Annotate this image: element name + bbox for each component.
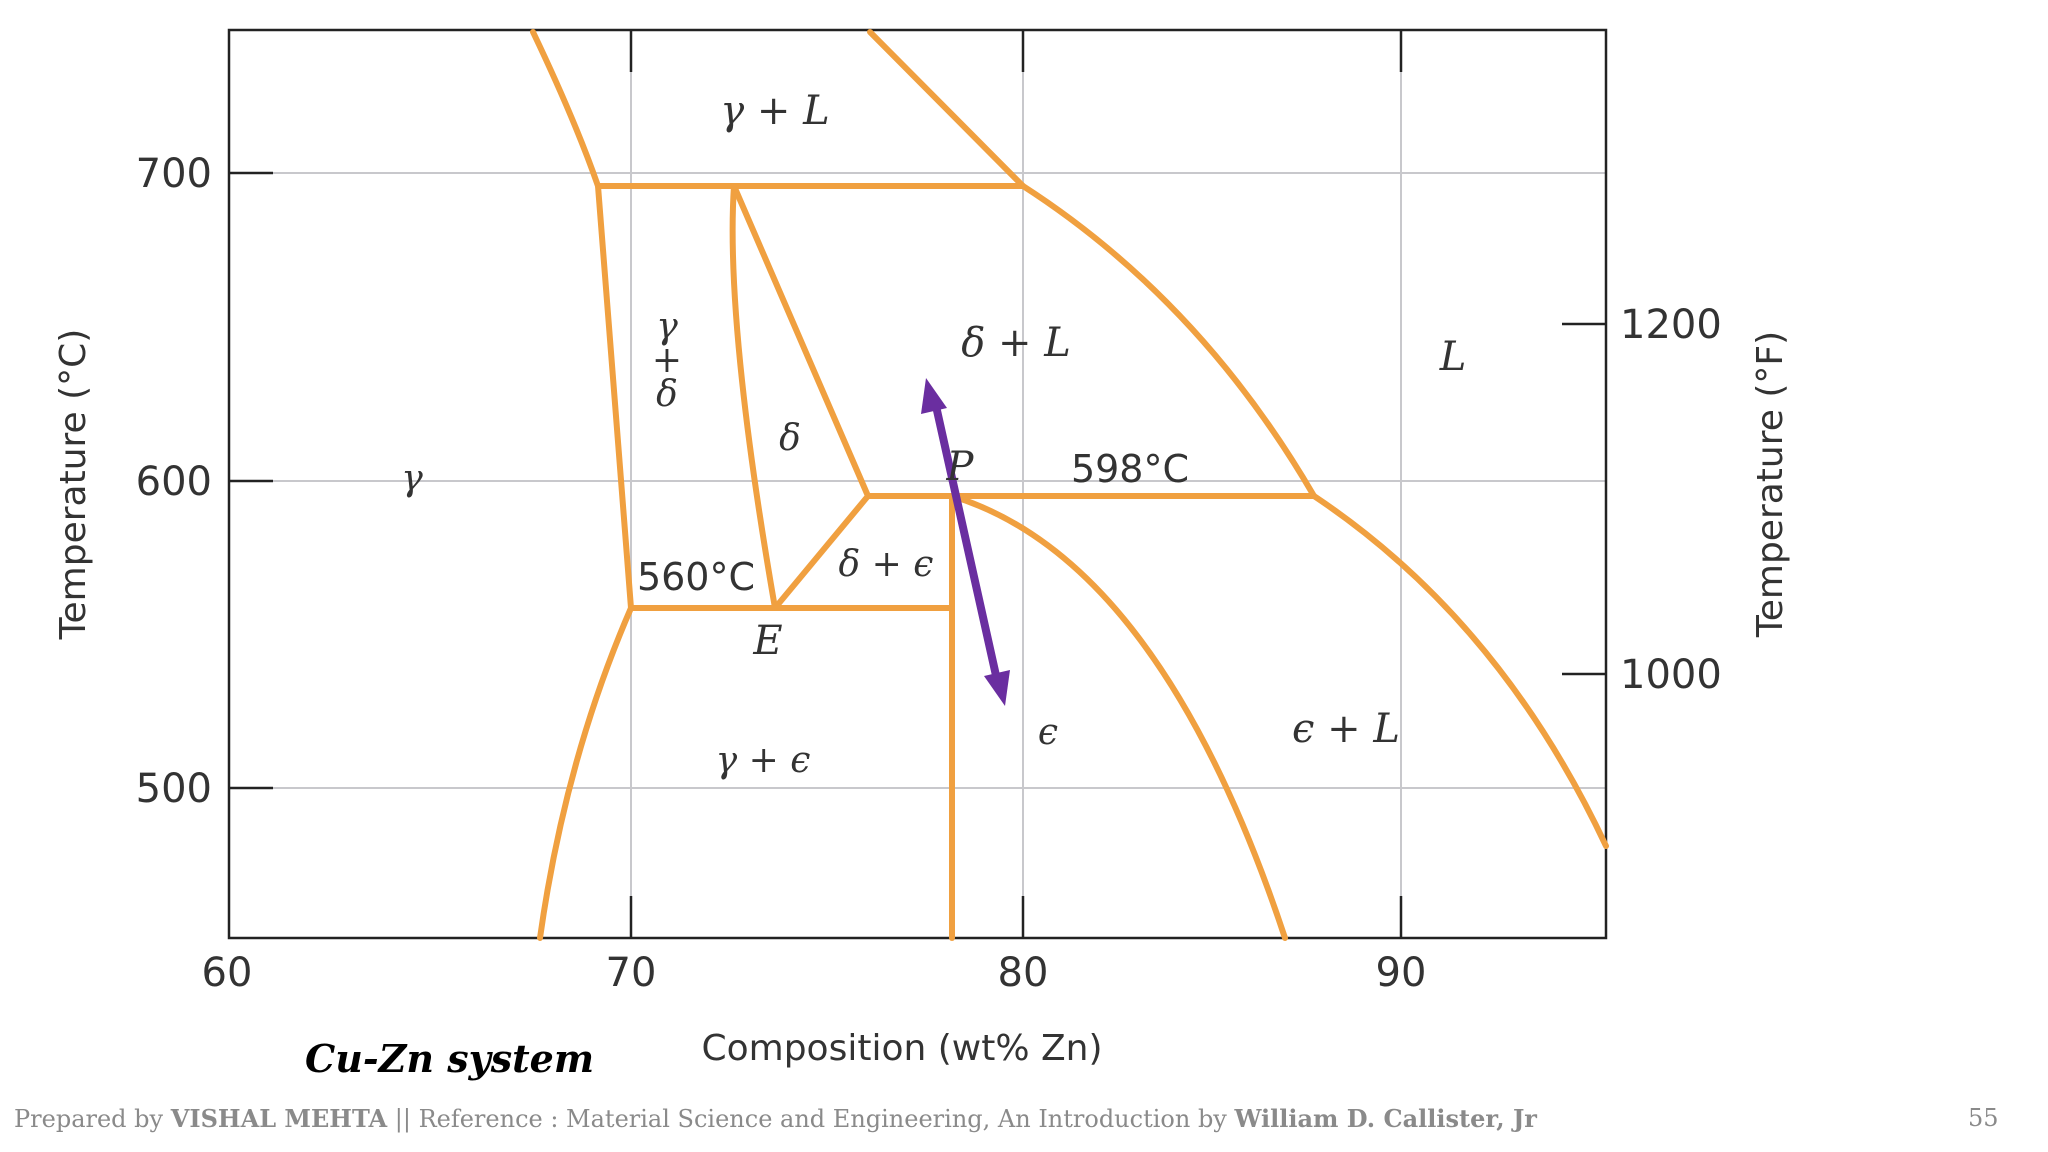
x-tick-80: 80 bbox=[998, 950, 1049, 996]
arrow-head-up bbox=[921, 378, 947, 414]
tick-marks bbox=[229, 30, 1606, 938]
x-tick-90: 90 bbox=[1376, 950, 1427, 996]
x-axis-label: Composition (wt% Zn) bbox=[701, 1028, 1102, 1069]
phase-boundaries bbox=[530, 29, 1609, 941]
x-tick-70: 70 bbox=[606, 950, 657, 996]
grid bbox=[229, 30, 1606, 938]
y-right-tick-1000: 1000 bbox=[1620, 652, 1722, 698]
arrow-head-down bbox=[984, 670, 1010, 706]
delta-lower-boundary bbox=[772, 493, 871, 611]
label-gamma-plus-delta-3: δ bbox=[656, 374, 678, 415]
epsilon-right-boundary bbox=[949, 493, 1288, 941]
caption: Cu-Zn system bbox=[305, 1036, 595, 1081]
y-axis-label-left: Temperature (°C) bbox=[53, 329, 94, 641]
point-E-label: E bbox=[752, 618, 782, 664]
label-delta-plus-epsilon: δ + ϵ bbox=[839, 544, 934, 585]
liquidus-delta bbox=[867, 29, 1317, 499]
label-gamma: γ bbox=[401, 458, 423, 499]
footer-reference: || Reference : Material Science and Engi… bbox=[387, 1105, 1235, 1133]
label-epsilon-plus-L: ϵ + L bbox=[1292, 706, 1400, 752]
label-delta: δ bbox=[779, 418, 801, 459]
label-gamma-plus-L: γ + L bbox=[720, 88, 829, 134]
y-tick-600: 600 bbox=[136, 459, 212, 505]
y-right-tick-1200: 1200 bbox=[1620, 302, 1722, 348]
y-axis-label-right: Temperature (°F) bbox=[1750, 331, 1791, 638]
label-delta-plus-L: δ + L bbox=[961, 320, 1071, 366]
delta-right-boundary bbox=[731, 183, 871, 499]
gamma-solvus bbox=[595, 183, 634, 611]
double-arrow bbox=[921, 378, 1010, 706]
label-gamma-plus-delta-2: + bbox=[652, 340, 682, 381]
footer-prefix: Prepared by bbox=[14, 1105, 171, 1133]
label-epsilon: ϵ bbox=[1038, 712, 1058, 753]
delta-left-boundary bbox=[729, 183, 778, 611]
label-gamma-plus-epsilon: γ + ϵ bbox=[716, 740, 811, 781]
label-gamma-plus-delta-1: γ bbox=[656, 306, 678, 347]
footer-reference-author: William D. Callister, Jr bbox=[1234, 1104, 1537, 1133]
annotation-598C: 598°C bbox=[1071, 447, 1189, 491]
footer-author: VISHAL MEHTA bbox=[170, 1104, 388, 1133]
page-number: 55 bbox=[1968, 1104, 1999, 1132]
label-L: L bbox=[1439, 334, 1467, 380]
plot-frame bbox=[227, 28, 1608, 940]
liquidus-left bbox=[530, 29, 601, 189]
y-tick-700: 700 bbox=[136, 151, 212, 197]
y-tick-500: 500 bbox=[136, 766, 212, 812]
point-P-label: P bbox=[946, 444, 975, 490]
footer: Prepared by VISHAL MEHTA || Reference : … bbox=[14, 1104, 1537, 1133]
liquidus-epsilon bbox=[1311, 493, 1609, 849]
gamma-lower-boundary bbox=[537, 605, 634, 941]
annotation-560C: 560°C bbox=[637, 555, 755, 599]
x-tick-60: 60 bbox=[202, 950, 253, 996]
